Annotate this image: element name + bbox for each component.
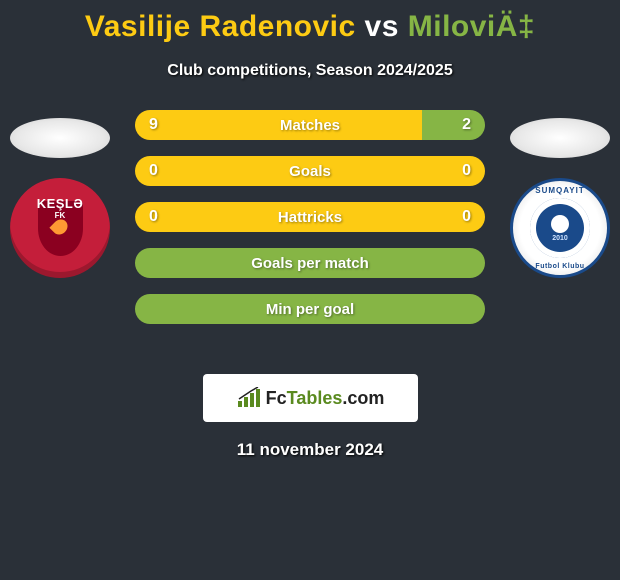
stat-row: 0 Hattricks 0 [135,202,485,232]
brand-chart-icon [236,387,262,409]
brand-post: .com [342,388,384,408]
vs-text: vs [365,10,399,43]
stat-label: Goals [289,163,331,180]
player2-column: SUMQAYIT 2010 Futbol Klubu [505,110,615,278]
date-text: 11 november 2024 [0,440,620,460]
stat-value-left: 9 [149,116,158,134]
stat-row: Goals per match [135,248,485,278]
page-title: Vasilije Radenovic vs MiloviÄ‡ [0,0,620,44]
club1-name: KEŞLƏ [37,196,84,211]
stat-row: 0 Goals 0 [135,156,485,186]
flame-icon [49,216,70,237]
player2-avatar-placeholder [510,118,610,158]
player1-column: KEŞLƏ FK [5,110,115,278]
comparison-card: Vasilije Radenovic vs MiloviÄ‡ Club comp… [0,0,620,460]
stat-value-right: 0 [462,162,471,180]
club2-year: 2010 [552,235,568,242]
brand-mid: Tables [287,388,343,408]
club2-badge: SUMQAYIT 2010 Futbol Klubu [510,178,610,278]
club2-name: SUMQAYIT [535,186,585,195]
ball-icon [551,215,569,233]
club1-badge: KEŞLƏ FK [10,178,110,278]
club2-sub: Futbol Klubu [535,263,584,270]
stats-list: 9 Matches 2 0 Goals 0 0 Hattricks 0 Goals per mat… [135,110,485,324]
stat-value-left: 0 [149,208,158,226]
stat-value-right: 2 [462,116,471,134]
stat-label: Goals per match [251,255,369,272]
stat-bar-left [135,110,422,140]
stat-label: Hattricks [278,209,342,226]
stat-row: 9 Matches 2 [135,110,485,140]
player1-avatar-placeholder [10,118,110,158]
main-area: KEŞLƏ FK SUMQAYIT 2010 Futbol Klubu 9 Mat… [0,110,620,360]
subtitle: Club competitions, Season 2024/2025 [0,62,620,80]
player1-name: Vasilije Radenovic [85,10,356,43]
stat-value-right: 0 [462,208,471,226]
stat-label: Matches [280,117,340,134]
stat-row: Min per goal [135,294,485,324]
stat-label: Min per goal [266,301,354,318]
stat-value-left: 0 [149,162,158,180]
stat-bar-right [422,110,485,140]
brand-text: FcTables.com [266,388,385,409]
player2-name: MiloviÄ‡ [408,10,535,43]
club2-inner-icon: 2010 [530,198,590,258]
brand-badge: FcTables.com [203,374,418,422]
brand-pre: Fc [266,388,287,408]
